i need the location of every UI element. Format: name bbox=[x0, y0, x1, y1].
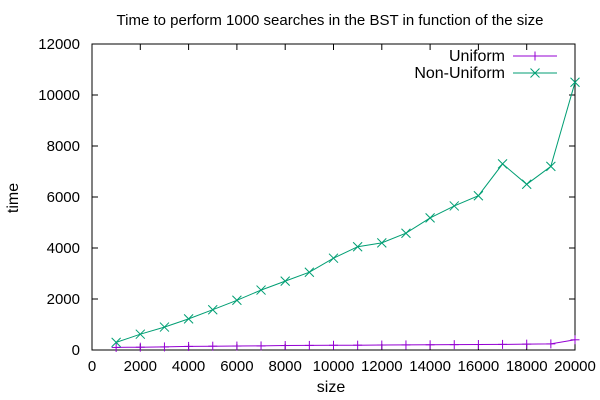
data-point bbox=[304, 340, 314, 350]
x-axis-label: size bbox=[317, 379, 346, 396]
plot-frame bbox=[91, 43, 576, 351]
data-point bbox=[232, 341, 242, 351]
data-point bbox=[280, 276, 291, 287]
data-point bbox=[111, 337, 122, 348]
data-point bbox=[280, 341, 290, 351]
data-point bbox=[425, 213, 435, 223]
x-tick-label: 2000 bbox=[124, 358, 157, 375]
legend-label: Uniform bbox=[449, 48, 505, 65]
x-tick-label: 18000 bbox=[506, 358, 548, 375]
data-point bbox=[352, 241, 363, 252]
y-tick-label: 8000 bbox=[47, 138, 80, 155]
x-tick-label: 8000 bbox=[269, 358, 302, 375]
series-line bbox=[116, 82, 576, 343]
data-point bbox=[232, 295, 242, 306]
y-tick-label: 2000 bbox=[47, 291, 80, 308]
data-point bbox=[256, 285, 266, 295]
data-point bbox=[353, 340, 363, 350]
data-point bbox=[135, 329, 146, 340]
plot-border bbox=[91, 43, 576, 351]
series-uniform bbox=[111, 335, 580, 352]
data-point bbox=[521, 179, 532, 190]
y-tick-label: 6000 bbox=[47, 189, 80, 206]
data-point bbox=[522, 339, 532, 349]
data-point bbox=[304, 267, 315, 278]
y-tick-label: 0 bbox=[72, 342, 80, 359]
y-tick-label: 12000 bbox=[38, 36, 80, 53]
x-tick-label: 16000 bbox=[458, 358, 500, 375]
legend-marker bbox=[530, 68, 540, 78]
legend-marker bbox=[530, 51, 540, 61]
data-point bbox=[159, 342, 169, 352]
data-point bbox=[208, 341, 218, 351]
data-point bbox=[184, 341, 194, 351]
data-point bbox=[570, 77, 580, 88]
data-point bbox=[111, 342, 121, 352]
data-point bbox=[256, 341, 266, 351]
data-point bbox=[425, 340, 435, 350]
data-point bbox=[207, 304, 218, 315]
x-tick-label: 14000 bbox=[409, 358, 451, 375]
data-point bbox=[401, 340, 411, 350]
data-point bbox=[497, 158, 508, 169]
legend-label: Non-Uniform bbox=[414, 65, 505, 82]
data-point bbox=[449, 201, 460, 211]
data-point bbox=[570, 335, 580, 345]
data-point bbox=[545, 161, 556, 172]
data-point bbox=[376, 238, 387, 248]
x-tick-label: 4000 bbox=[172, 358, 205, 375]
data-point bbox=[498, 339, 508, 349]
data-point bbox=[159, 322, 170, 332]
series-layer bbox=[111, 77, 580, 352]
y-tick-label: 10000 bbox=[38, 87, 80, 104]
data-point bbox=[401, 228, 411, 239]
x-tick-label: 0 bbox=[88, 358, 96, 375]
data-point bbox=[328, 253, 339, 264]
x-tick-label: 20000 bbox=[554, 358, 596, 375]
data-point bbox=[377, 340, 387, 350]
chart-title: Time to perform 1000 searches in the BST… bbox=[117, 12, 544, 29]
data-point bbox=[135, 342, 145, 352]
data-point bbox=[183, 314, 194, 324]
ticks: 0 2000 4000 6000 8000 10000 12000 14000 16000 180… bbox=[38, 36, 596, 375]
y-axis-label: time bbox=[5, 183, 22, 213]
x-tick-label: 10000 bbox=[313, 358, 355, 375]
x-tick-label: 6000 bbox=[220, 358, 253, 375]
data-point bbox=[546, 339, 556, 349]
x-tick-label: 12000 bbox=[361, 358, 403, 375]
series-non-uniform bbox=[111, 77, 580, 348]
y-tick-label: 4000 bbox=[47, 240, 80, 257]
data-point bbox=[473, 340, 483, 350]
data-point bbox=[449, 340, 459, 350]
data-point bbox=[473, 190, 484, 201]
data-point bbox=[329, 340, 338, 350]
